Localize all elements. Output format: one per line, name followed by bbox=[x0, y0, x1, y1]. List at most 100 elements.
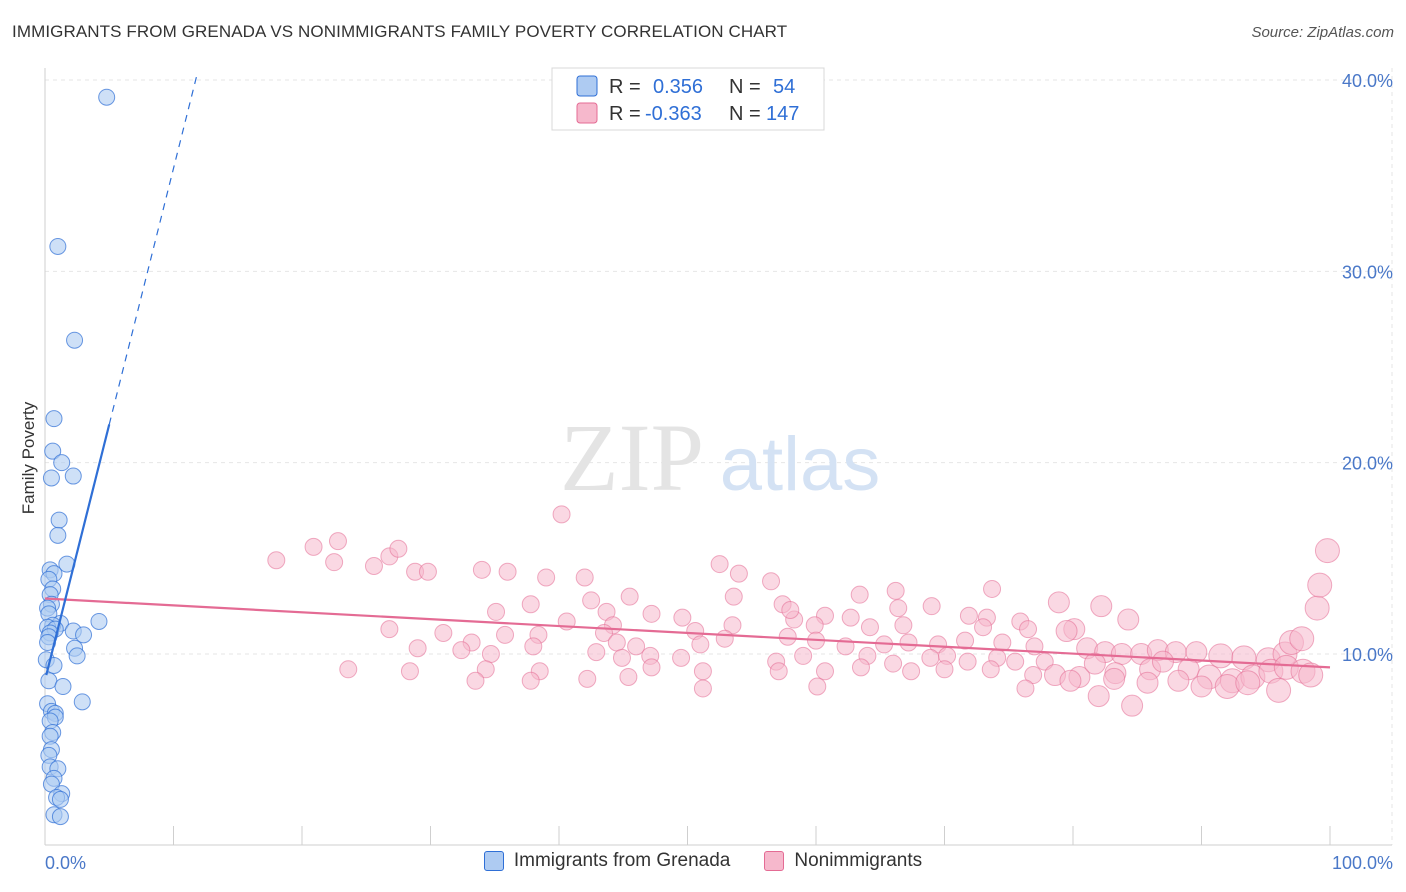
legend-top: R = 0.356 N = 54 R = -0.363 N = 147 bbox=[551, 67, 825, 131]
nonimmigrants-point bbox=[498, 562, 517, 581]
nonimmigrants-point bbox=[691, 635, 710, 654]
nonimmigrants-point bbox=[339, 660, 358, 679]
nonimmigrants-point bbox=[642, 658, 661, 677]
legend-bottom: Immigrants from Grenada Nonimmigrants bbox=[0, 850, 1406, 872]
grenada-point bbox=[51, 808, 69, 826]
nonimmigrants-point bbox=[769, 662, 788, 681]
grenada-point bbox=[49, 237, 67, 255]
nonimmigrants-point bbox=[325, 553, 344, 572]
x-tick-labels: 0.0% 100.0% bbox=[45, 853, 1393, 873]
grenada-point bbox=[98, 88, 116, 106]
nonimmigrants-point bbox=[886, 581, 905, 600]
nonimmigrants-point bbox=[620, 587, 639, 606]
nonimmigrants-point bbox=[1047, 591, 1070, 614]
nonimmigrants-point bbox=[884, 654, 903, 673]
watermark: ZIP atlas bbox=[560, 404, 880, 511]
nonimmigrants-point bbox=[778, 627, 797, 646]
legend-r-value-1: 0.356 bbox=[653, 76, 703, 98]
legend-swatch-blue bbox=[576, 75, 598, 97]
chart-title: IMMIGRANTS FROM GRENADA VS NONIMMIGRANTS… bbox=[12, 22, 788, 41]
nonimmigrants-point bbox=[1103, 667, 1126, 690]
legend-r-label-2: R = bbox=[609, 103, 641, 125]
grenada-point bbox=[64, 467, 82, 485]
gridlines bbox=[45, 68, 1393, 845]
nonimmigrants-point bbox=[521, 595, 540, 614]
nonimmigrants-point bbox=[304, 537, 323, 556]
nonimmigrants-point bbox=[902, 662, 921, 681]
legend-swatch-grenada bbox=[483, 851, 504, 871]
nonimmigrants-point bbox=[496, 625, 515, 644]
nonimmigrants-point bbox=[607, 633, 626, 652]
nonimmigrants-point bbox=[587, 643, 606, 662]
nonimmigrants-point bbox=[267, 551, 286, 570]
x-tick-label: 0.0% bbox=[45, 853, 86, 873]
nonimmigrants-point bbox=[1121, 694, 1144, 717]
legend-item-nonimmigrants: Nonimmigrants bbox=[764, 850, 922, 872]
nonimmigrants-point bbox=[466, 671, 485, 690]
nonimmigrants-point bbox=[476, 660, 495, 679]
nonimmigrants-point bbox=[673, 608, 692, 627]
nonimmigrants-point bbox=[1006, 652, 1025, 671]
grenada-point bbox=[73, 693, 91, 711]
nonimmigrants-point bbox=[981, 660, 1000, 679]
axes bbox=[44, 68, 1392, 846]
nonimmigrants-point bbox=[808, 677, 827, 696]
nonimmigrants-point bbox=[729, 564, 748, 583]
nonimmigrants-point bbox=[715, 629, 734, 648]
nonimmigrants-point bbox=[582, 591, 601, 610]
watermark-zip: ZIP bbox=[560, 404, 704, 511]
nonimmigrants-point bbox=[612, 648, 631, 667]
nonimmigrants-point bbox=[781, 600, 800, 619]
nonimmigrants-point bbox=[1059, 669, 1082, 692]
nonimmigrants-point bbox=[578, 669, 597, 688]
nonimmigrants-point bbox=[794, 646, 813, 665]
nonimmigrants-point bbox=[521, 671, 540, 690]
grenada-point bbox=[54, 678, 72, 696]
nonimmigrants-point bbox=[524, 637, 543, 656]
nonimmigrants-point bbox=[1087, 685, 1110, 708]
nonimmigrants-point bbox=[418, 562, 437, 581]
nonimmigrants-point bbox=[1117, 608, 1140, 631]
grenada-point bbox=[49, 526, 67, 544]
nonimmigrants-point bbox=[487, 602, 506, 621]
nonimmigrants-point bbox=[1235, 670, 1261, 696]
nonimmigrants-point bbox=[815, 662, 834, 681]
nonimmigrants-point bbox=[899, 633, 918, 652]
legend-n-value-2: 147 bbox=[766, 103, 799, 125]
nonimmigrants-point bbox=[408, 639, 427, 658]
nonimmigrants-point bbox=[1304, 595, 1330, 621]
nonimmigrants-point bbox=[1208, 643, 1234, 669]
x-tick-label: 100.0% bbox=[1332, 853, 1393, 873]
grenada-point bbox=[53, 454, 71, 472]
legend-n-label-1: N = bbox=[729, 76, 761, 98]
legend-r-value-2: -0.363 bbox=[645, 103, 702, 125]
grenada-point bbox=[45, 410, 63, 428]
grenada-trend-extension bbox=[108, 76, 198, 425]
nonimmigrants-point bbox=[956, 631, 975, 650]
nonimmigrants-point bbox=[889, 599, 908, 618]
nonimmigrants-point bbox=[805, 616, 824, 635]
nonimmigrants-trend-line bbox=[44, 597, 1331, 669]
nonimmigrants-point bbox=[1298, 662, 1324, 688]
nonimmigrants-point bbox=[1307, 572, 1333, 598]
legend-n-value-1: 54 bbox=[773, 76, 795, 98]
nonimmigrants-point bbox=[1110, 643, 1133, 665]
y-tick-labels: 10.0% 20.0% 30.0% 40.0% bbox=[1342, 71, 1393, 665]
nonimmigrants-point bbox=[452, 641, 471, 660]
nonimmigrants-point bbox=[1055, 620, 1078, 643]
grenada-point bbox=[75, 626, 93, 644]
legend-swatch-nonimmigrants bbox=[764, 851, 785, 871]
nonimmigrants-point bbox=[481, 645, 500, 663]
legend-swatch-pink bbox=[576, 102, 598, 124]
nonimmigrants-point bbox=[974, 618, 993, 637]
nonimmigrants-point bbox=[380, 620, 399, 639]
grenada-trend-line bbox=[45, 424, 111, 676]
nonimmigrants-point bbox=[1151, 650, 1174, 673]
nonimmigrants-point bbox=[922, 597, 941, 616]
y-tick-label: 10.0% bbox=[1342, 645, 1393, 665]
nonimmigrants-point bbox=[959, 606, 978, 625]
nonimmigrants-point bbox=[1024, 666, 1043, 685]
legend-label-grenada: Immigrants from Grenada bbox=[513, 850, 731, 871]
legend-label-nonimmigrants: Nonimmigrants bbox=[794, 850, 923, 871]
